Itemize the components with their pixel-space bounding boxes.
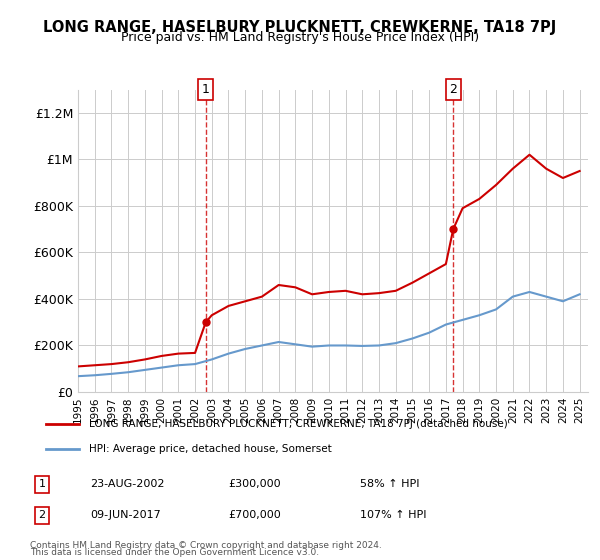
Text: 107% ↑ HPI: 107% ↑ HPI [360,510,427,520]
Text: 23-AUG-2002: 23-AUG-2002 [90,479,164,489]
Text: £300,000: £300,000 [228,479,281,489]
Text: LONG RANGE, HASELBURY PLUCKNETT, CREWKERNE, TA18 7PJ: LONG RANGE, HASELBURY PLUCKNETT, CREWKER… [43,20,557,35]
Text: 09-JUN-2017: 09-JUN-2017 [90,510,161,520]
Text: 1: 1 [38,479,46,489]
Text: 58% ↑ HPI: 58% ↑ HPI [360,479,419,489]
Text: Contains HM Land Registry data © Crown copyright and database right 2024.: Contains HM Land Registry data © Crown c… [30,541,382,550]
Text: 1: 1 [202,83,209,96]
Text: 2: 2 [38,510,46,520]
Text: 2: 2 [449,83,457,96]
Text: Price paid vs. HM Land Registry's House Price Index (HPI): Price paid vs. HM Land Registry's House … [121,31,479,44]
Text: £700,000: £700,000 [228,510,281,520]
Text: LONG RANGE, HASELBURY PLUCKNETT, CREWKERNE, TA18 7PJ (detached house): LONG RANGE, HASELBURY PLUCKNETT, CREWKER… [89,419,508,429]
Text: HPI: Average price, detached house, Somerset: HPI: Average price, detached house, Some… [89,445,332,454]
Text: This data is licensed under the Open Government Licence v3.0.: This data is licensed under the Open Gov… [30,548,319,557]
